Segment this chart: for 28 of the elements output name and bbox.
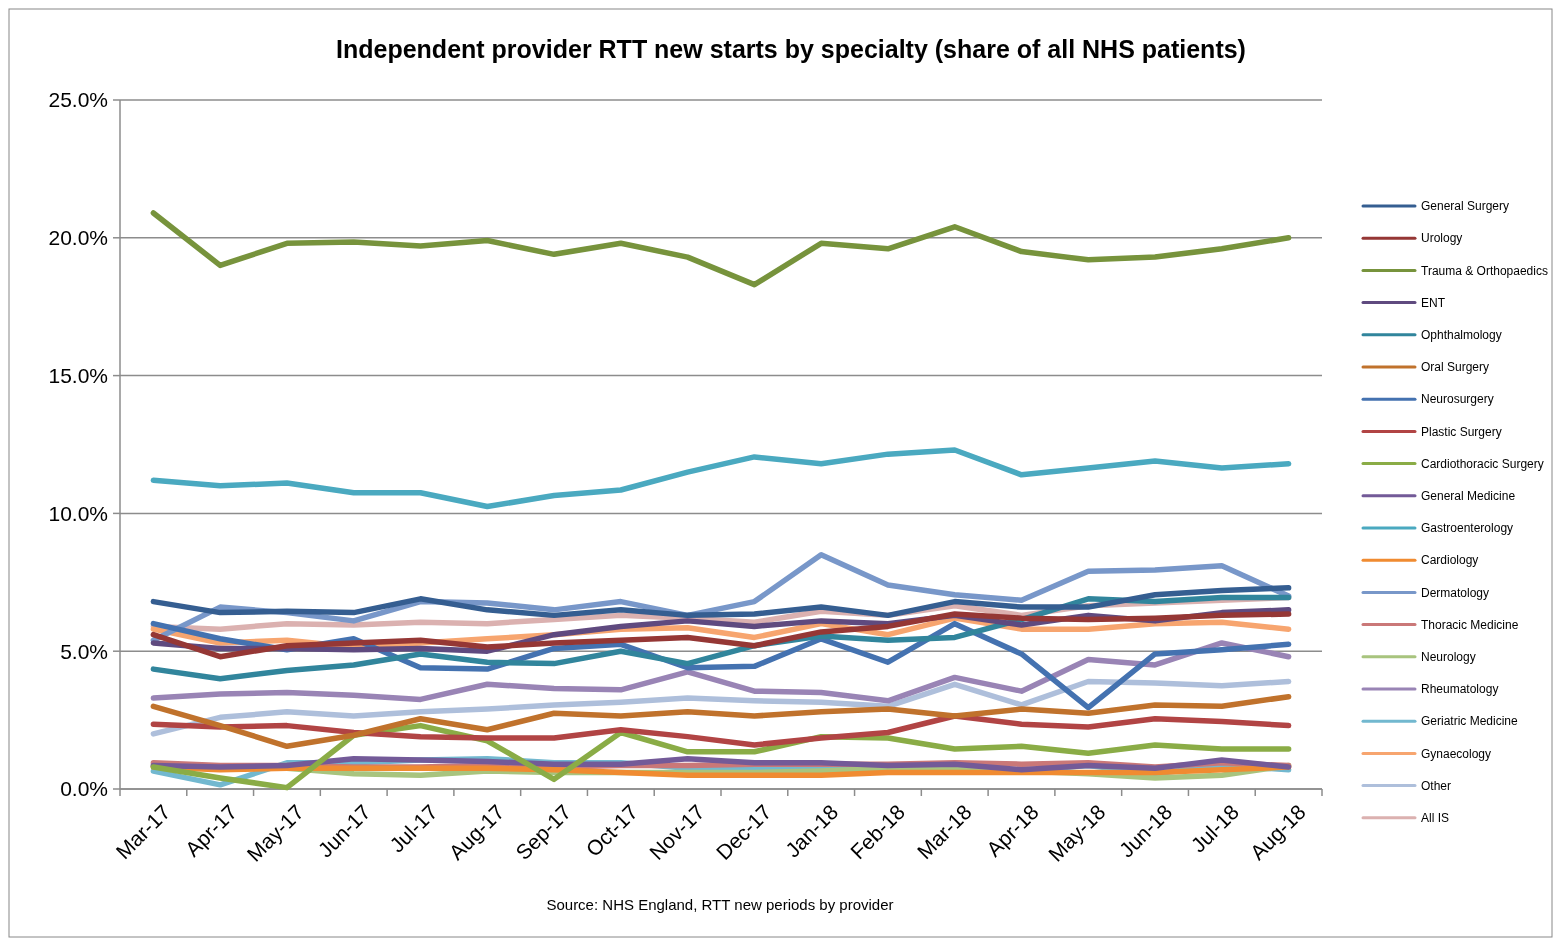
legend-label: Gynaecology [1421, 746, 1492, 761]
legend-label: General Surgery [1421, 199, 1510, 214]
legend-label: Plastic Surgery [1421, 424, 1502, 439]
legend-label: Rheumatology [1421, 682, 1499, 697]
legend-label: Cardiology [1421, 553, 1479, 568]
source-note: Source: NHS England, RTT new periods by provider [546, 896, 894, 913]
legend-label: General Medicine [1421, 489, 1516, 503]
chart-title: Independent provider RTT new starts by specialty (share of all NHS patients) [336, 35, 1246, 63]
legend-label: Neurology [1421, 650, 1476, 664]
legend-label: Ophthalmology [1421, 328, 1502, 342]
legend-label: Dermatology [1421, 585, 1490, 600]
y-tick-label: 15.0% [48, 363, 108, 387]
legend-label: Urology [1421, 231, 1463, 246]
legend-label: Trauma & Orthopaedics [1421, 263, 1548, 278]
y-tick-label: 0.0% [60, 777, 108, 801]
y-tick-label: 25.0% [48, 88, 108, 112]
legend-label: Gastroenterology [1421, 521, 1514, 536]
legend-label: Cardiothoracic Surgery [1421, 456, 1544, 471]
legend-label: All IS [1421, 811, 1450, 825]
y-tick-label: 20.0% [48, 226, 108, 250]
legend-label: Other [1421, 778, 1452, 793]
legend-label: Geriatric Medicine [1421, 714, 1519, 729]
legend-label: Thoracic Medicine [1421, 617, 1519, 632]
y-tick-label: 5.0% [60, 639, 108, 663]
y-tick-label: 10.0% [48, 501, 108, 525]
legend-label: ENT [1421, 295, 1446, 310]
legend-label: Oral Surgery [1421, 360, 1490, 375]
legend-label: Neurosurgery [1421, 392, 1494, 407]
